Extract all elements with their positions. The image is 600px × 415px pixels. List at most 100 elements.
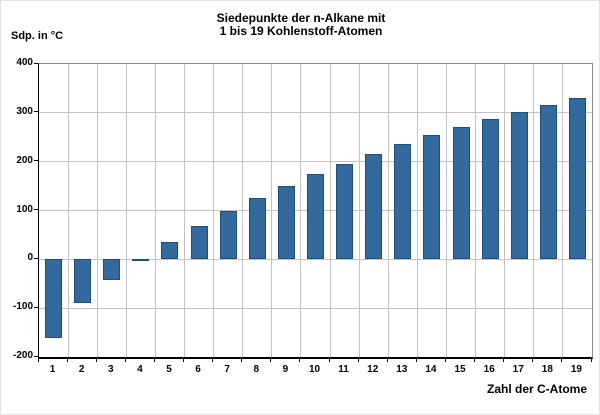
- x-tick-label: 5: [166, 364, 172, 375]
- bar: [452, 127, 470, 260]
- x-gridline: [416, 64, 418, 357]
- y-tick-label: -200: [12, 350, 33, 361]
- y-tick-mark: [34, 306, 38, 308]
- y-tick-mark: [34, 160, 38, 162]
- x-tick-mark: [66, 358, 68, 362]
- x-tick-label: 4: [137, 364, 143, 375]
- x-tick-label: 14: [425, 364, 437, 375]
- chart-title: Siedepunkte der n-Alkane mit 1 bis 19 Ko…: [1, 11, 599, 38]
- bar: [423, 135, 441, 260]
- x-tick-mark: [183, 358, 185, 362]
- bar: [277, 185, 295, 260]
- x-tick-mark: [532, 358, 534, 362]
- bar: [365, 153, 383, 260]
- bar: [510, 111, 528, 260]
- y-gridline: [39, 112, 592, 114]
- x-tick-mark: [153, 358, 155, 362]
- x-tick-label: 9: [282, 364, 289, 375]
- bar: [394, 144, 412, 260]
- y-axis-title: Sdp. in °C: [11, 30, 64, 42]
- chart-title-line2: 1 bis 19 Kohlenstoff-Atomen: [219, 24, 383, 38]
- x-tick-mark: [357, 358, 359, 362]
- y-tick-mark: [34, 62, 38, 64]
- x-gridline: [387, 64, 389, 357]
- x-tick-mark: [37, 358, 39, 362]
- x-gridline: [445, 64, 447, 357]
- y-gridline: [39, 307, 592, 309]
- x-tick-label: 15: [454, 364, 466, 375]
- x-tick-mark: [474, 358, 476, 362]
- y-tick-label: -100: [12, 301, 33, 313]
- x-gridline: [504, 64, 506, 357]
- x-gridline: [329, 64, 331, 357]
- x-tick-label: 16: [483, 364, 495, 375]
- x-gridline: [242, 64, 244, 357]
- bar: [248, 197, 266, 260]
- x-tick-label: 13: [396, 364, 408, 375]
- bar: [219, 211, 237, 260]
- x-tick-mark: [241, 358, 243, 362]
- x-gridline: [96, 64, 98, 357]
- x-gridline: [213, 64, 215, 357]
- bar: [481, 119, 499, 260]
- bar: [103, 259, 121, 280]
- x-tick-label: 8: [253, 364, 260, 375]
- x-tick-mark: [212, 358, 214, 362]
- x-tick-mark: [415, 358, 417, 362]
- y-tick-label: 100: [16, 203, 33, 215]
- x-gridline: [475, 64, 477, 357]
- x-tick-mark: [95, 358, 97, 362]
- x-tick-mark: [503, 358, 505, 362]
- bar: [539, 104, 557, 260]
- y-gridline: [39, 161, 592, 163]
- x-axis-title: Zahl der C-Atome: [486, 382, 587, 396]
- x-tick-mark: [561, 358, 563, 362]
- y-tick-label: 0: [27, 252, 33, 264]
- x-tick-mark: [299, 358, 301, 362]
- bar: [568, 98, 586, 260]
- y-tick-mark: [34, 111, 38, 113]
- bar: [45, 259, 63, 339]
- x-tick-label: 17: [512, 364, 524, 375]
- y-tick-label: 200: [16, 154, 33, 166]
- x-gridline: [533, 64, 535, 357]
- y-tick-mark: [34, 209, 38, 210]
- x-gridline: [67, 64, 69, 357]
- x-tick-label: 12: [367, 364, 379, 375]
- x-tick-label: 2: [78, 364, 85, 375]
- x-tick-mark: [386, 358, 388, 362]
- y-gridline: [39, 258, 592, 260]
- x-gridline: [358, 64, 360, 357]
- x-gridline: [300, 64, 302, 357]
- x-tick-label: 10: [308, 364, 321, 375]
- x-tick-label: 1: [49, 364, 56, 375]
- x-tick-mark: [270, 358, 272, 362]
- bar: [190, 225, 208, 260]
- x-gridline: [184, 64, 186, 357]
- x-gridline: [271, 64, 273, 357]
- y-tick-mark: [34, 257, 38, 259]
- x-tick-label: 18: [541, 364, 553, 375]
- bar: [132, 259, 150, 262]
- bar: [74, 259, 92, 303]
- y-tick-label: 400: [16, 57, 33, 68]
- x-gridline: [125, 64, 127, 357]
- bar: [307, 174, 324, 260]
- x-tick-label: 19: [570, 364, 582, 375]
- bar: [336, 163, 354, 260]
- x-tick-label: 7: [224, 364, 230, 375]
- x-tick-mark: [444, 358, 446, 362]
- plot-area: [38, 63, 593, 359]
- chart-title-line1: Siedepunkte der n-Alkane mit: [216, 11, 386, 25]
- x-tick-mark: [328, 358, 330, 362]
- x-tick-label: 6: [195, 364, 201, 375]
- x-tick-label: 3: [107, 364, 114, 375]
- y-tick-mark: [34, 355, 38, 357]
- x-gridline: [154, 64, 156, 357]
- x-tick-label: 11: [338, 364, 349, 375]
- x-tick-mark: [590, 358, 592, 362]
- x-gridline: [562, 64, 564, 357]
- x-tick-mark: [124, 358, 126, 362]
- bar: [161, 241, 179, 260]
